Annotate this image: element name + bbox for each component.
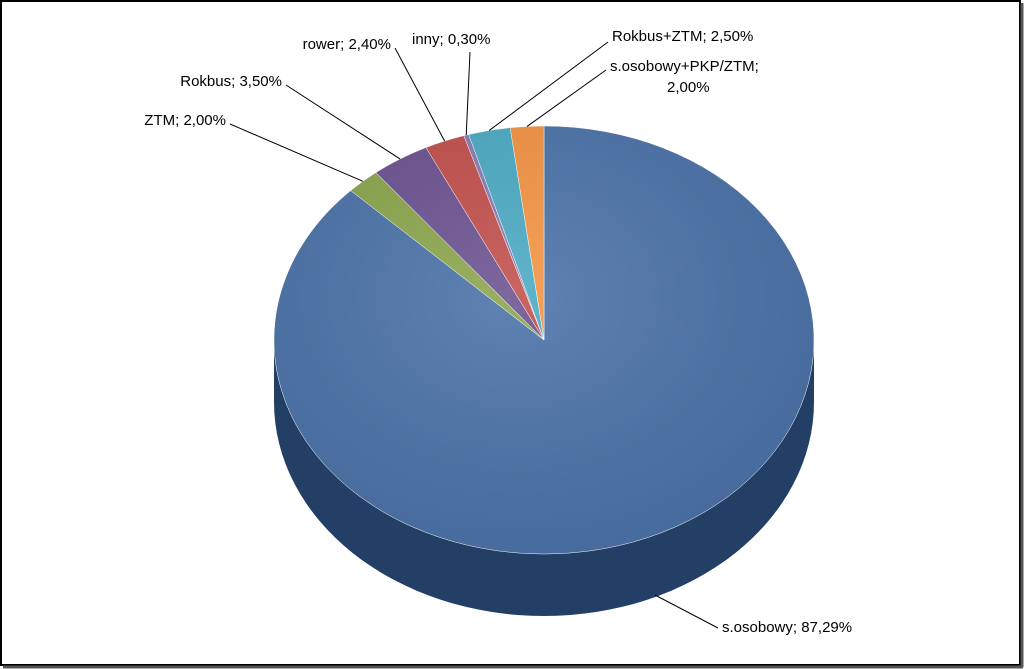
value-label: 87,29% <box>801 619 852 636</box>
label-separator: ; <box>793 619 801 636</box>
value-label: 2,50% <box>711 28 754 45</box>
data-label: ZTM; 2,00% <box>144 112 226 129</box>
leader-line <box>394 47 446 142</box>
leader-line <box>488 41 609 131</box>
value-label: 2,40% <box>348 36 391 53</box>
category-label: inny <box>412 31 440 48</box>
leader-line <box>526 69 607 127</box>
value-label: 3,50% <box>239 73 282 90</box>
category-label: Rokbus+ZTM <box>612 28 702 45</box>
leader-line <box>229 123 364 182</box>
data-label: s.osobowy; 87,29% <box>722 619 852 636</box>
label-separator: ; <box>231 73 239 90</box>
label-separator: ; <box>175 112 183 129</box>
leader-line <box>465 51 471 136</box>
data-label: Rokbus+ZTM; 2,50% <box>612 28 753 45</box>
leader-line <box>285 84 401 160</box>
data-label: rower; 2,40% <box>303 36 391 53</box>
label-separator: ; <box>340 36 348 53</box>
data-label: s.osobowy+PKP/ZTM; 2,00% <box>610 58 763 96</box>
leader-line <box>654 594 719 629</box>
category-label: s.osobowy+PKP/ZTM <box>610 58 755 75</box>
data-label: inny; 0,30% <box>412 31 490 48</box>
category-label: rower <box>303 36 341 53</box>
data-label: Rokbus; 3,50% <box>180 73 282 90</box>
label-separator: ; <box>702 28 710 45</box>
label-separator: ; <box>755 58 763 75</box>
category-label: s.osobowy <box>722 619 793 636</box>
label-separator: ; <box>440 31 448 48</box>
category-label: ZTM <box>144 112 175 129</box>
value-label: 2,00% <box>183 112 226 129</box>
value-label: 0,30% <box>448 31 491 48</box>
category-label: Rokbus <box>180 73 231 90</box>
value-label: 2,00% <box>667 79 710 96</box>
